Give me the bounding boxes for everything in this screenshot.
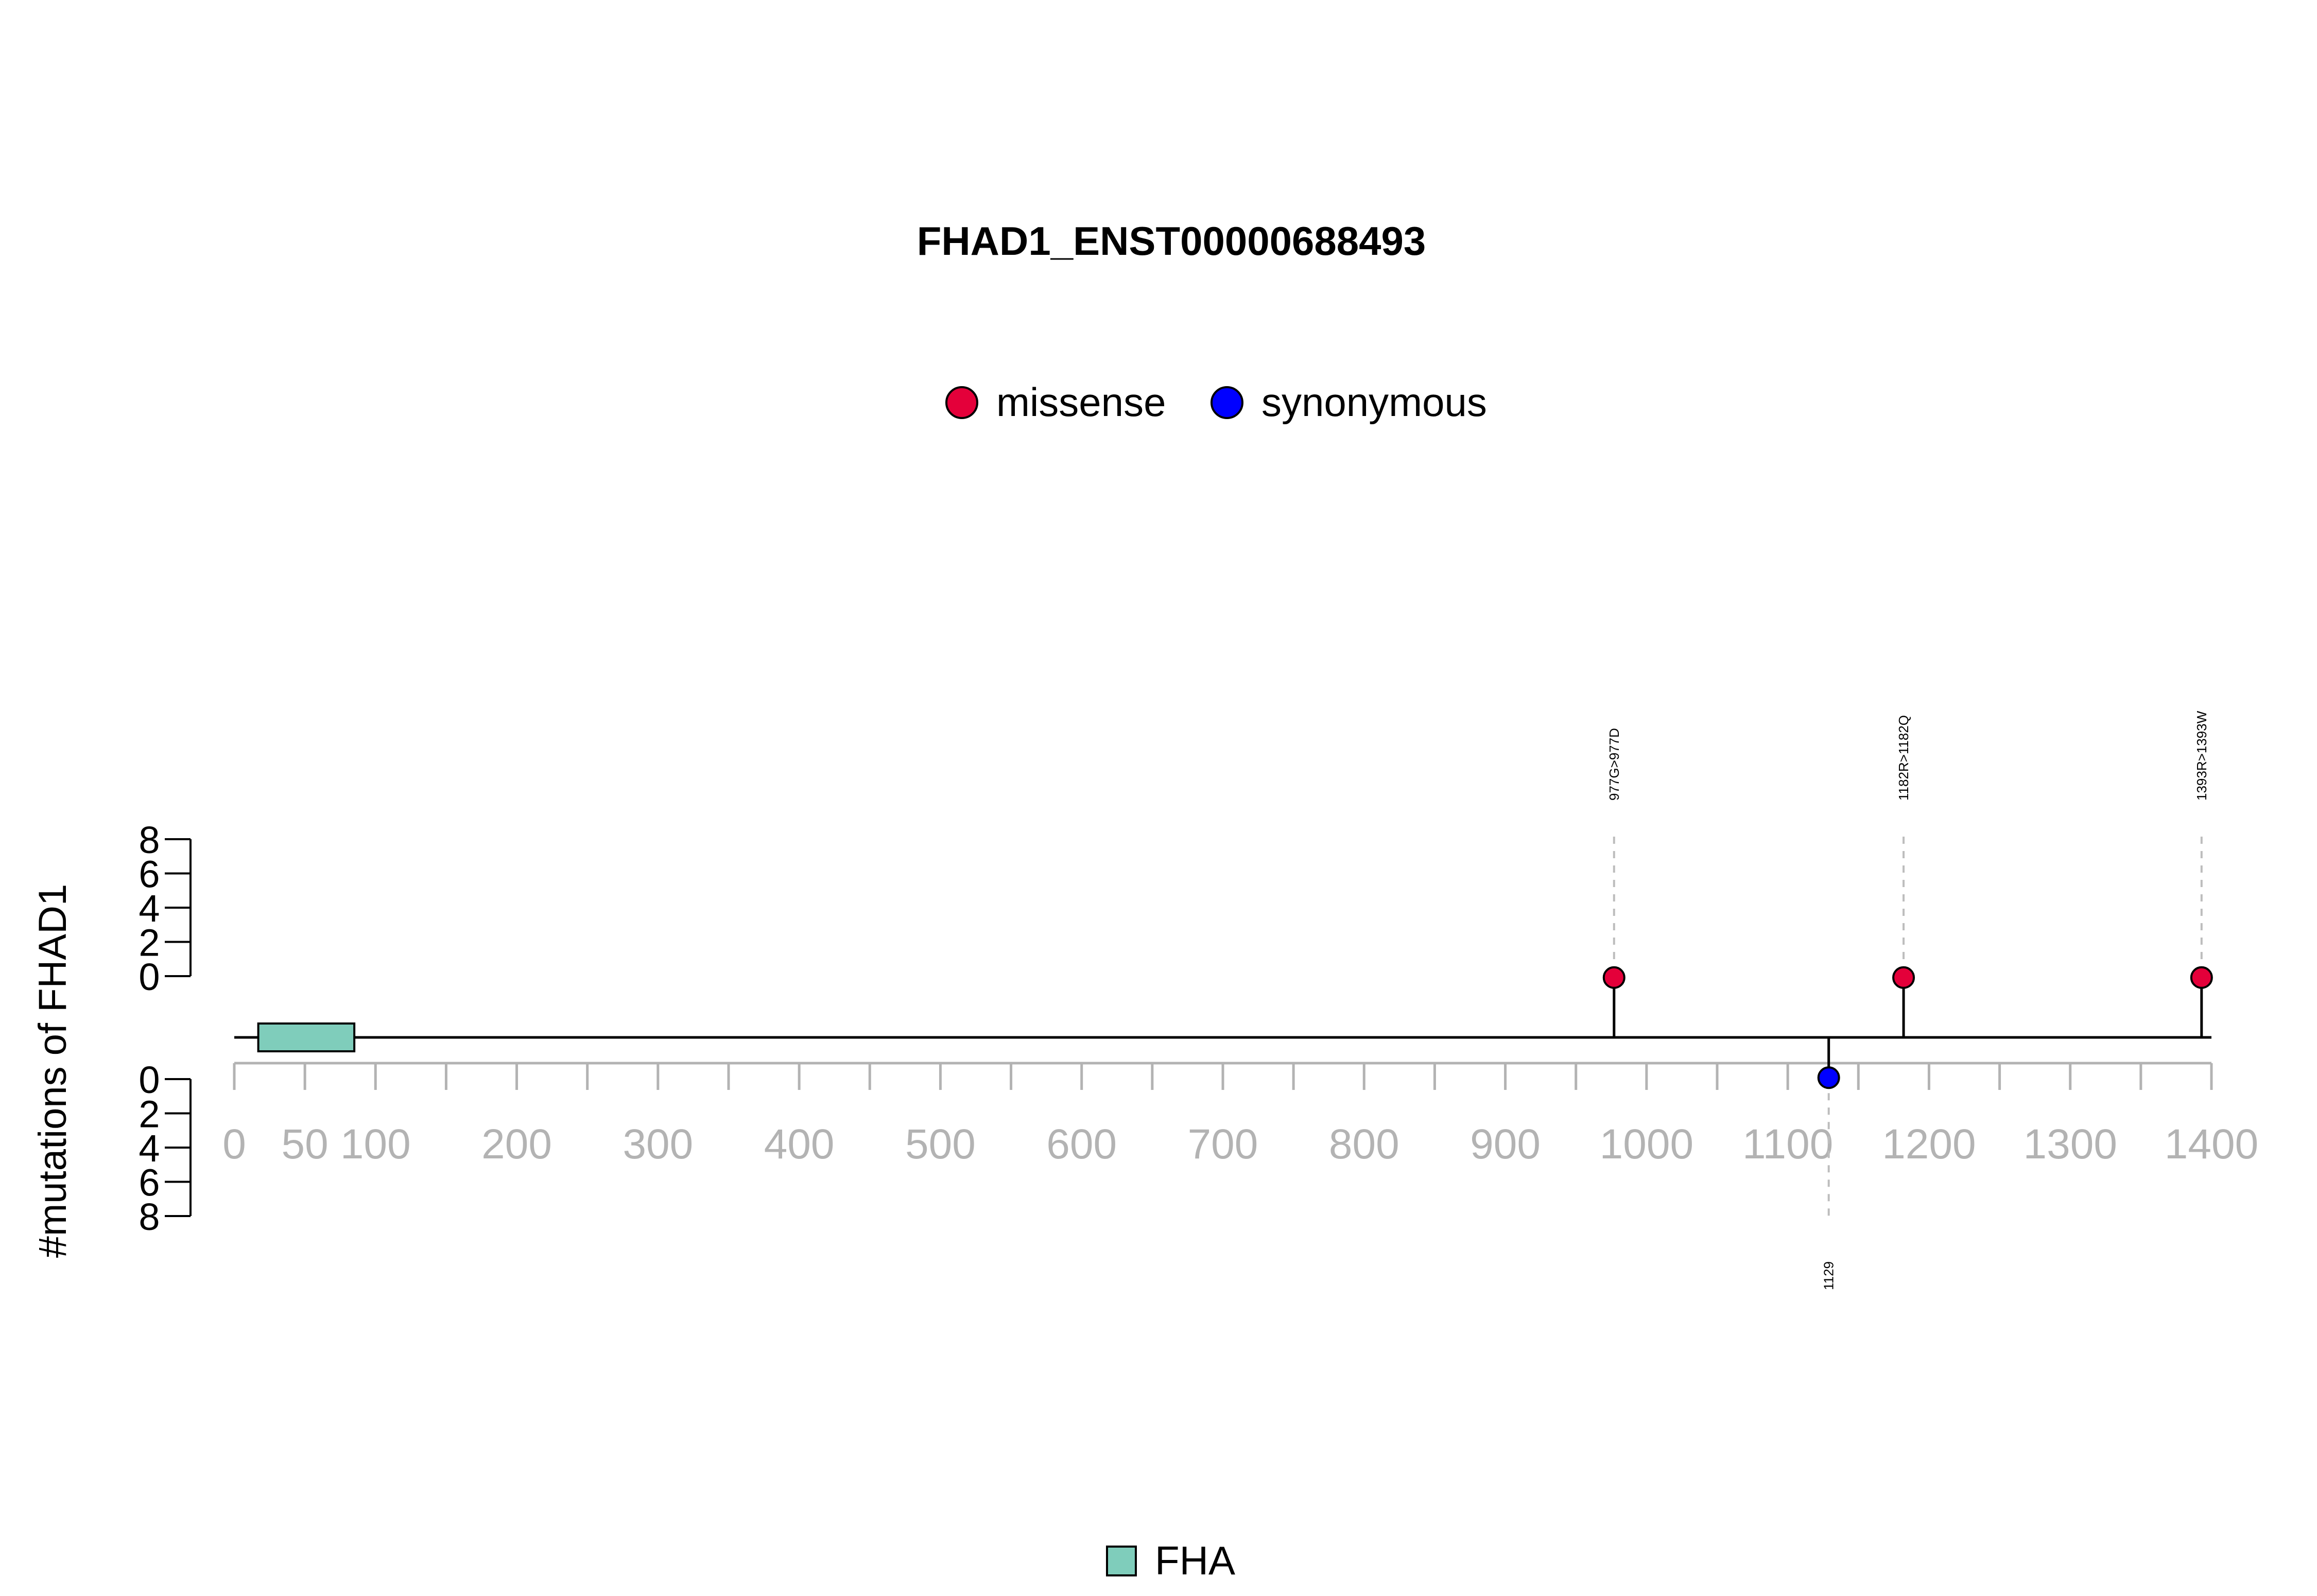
x-tick-label-1400: 1400 (2165, 1121, 2258, 1168)
y-tick-label-upper-6: 6 (139, 853, 160, 896)
mutation-1182: 1182R>1182Q (1892, 715, 1915, 1037)
y-tick-label-upper-0: 0 (139, 956, 160, 998)
chart-title: FHAD1_ENST00000688493 (917, 218, 1426, 264)
x-tick-label-300: 300 (623, 1121, 693, 1168)
x-tick-label-800: 800 (1329, 1121, 1399, 1168)
x-tick-label-100: 100 (340, 1121, 411, 1168)
mutation-point-1393 (2190, 966, 2213, 989)
x-tick-label-1000: 1000 (1600, 1121, 1693, 1168)
x-axis: 0 50 100 200 300 400 500 600 700 800 900 1000 1100 12… (222, 1062, 2258, 1168)
protein-domains (257, 1022, 356, 1052)
x-tick-label-1300: 1300 (2024, 1121, 2117, 1168)
mutation-point-1182 (1892, 966, 1915, 989)
mutation-type-legend: missense synonymous (945, 379, 1487, 425)
y-tick-label-lower-8: 8 (139, 1195, 160, 1238)
y-tick-label-upper-2: 2 (139, 922, 160, 964)
y-axis-label: #mutations of FHAD1 (31, 884, 75, 1258)
x-tick-label-700: 700 (1188, 1121, 1258, 1168)
mutation-label-1182: 1182R>1182Q (1896, 715, 1911, 801)
x-tick-label-500: 500 (905, 1121, 976, 1168)
y-tick-label-lower-6: 6 (139, 1161, 160, 1204)
legend-label-synonymous: synonymous (1261, 379, 1487, 425)
mutation-1393: 1393R>1393W (2190, 710, 2213, 1037)
y-tick-label-upper-4: 4 (139, 887, 160, 930)
x-tick-label-600: 600 (1046, 1121, 1117, 1168)
x-tick-label-0: 0 (222, 1121, 246, 1168)
domain-legend-label-FHA: FHA (1155, 1538, 1235, 1583)
mutation-label-1393: 1393R>1393W (2194, 710, 2209, 801)
x-tick-label-50: 50 (282, 1121, 328, 1168)
domain-legend-swatch-FHA (1106, 1546, 1137, 1576)
mutation-label-977: 977G>977D (1606, 728, 1622, 801)
y-tick-label-lower-4: 4 (139, 1127, 160, 1170)
legend-label-missense: missense (996, 379, 1166, 425)
mutation-point-1129 (1817, 1066, 1840, 1089)
mutation-lollipops: 977G>977D 1182R>1182Q 1393R>1393W 1129 (1602, 710, 2213, 1290)
legend-swatch-synonymous (1211, 386, 1243, 419)
x-tick-label-1200: 1200 (1882, 1121, 1976, 1168)
mutation-label-1129: 1129 (1821, 1261, 1837, 1290)
mutation-1129: 1129 (1817, 1037, 1840, 1290)
mutation-point-977 (1602, 966, 1626, 989)
legend-swatch-missense (945, 386, 978, 419)
domain-FHA (257, 1022, 356, 1052)
x-tick-label-200: 200 (481, 1121, 552, 1168)
y-tick-label-lower-0: 0 (139, 1059, 160, 1101)
y-tick-label-lower-2: 2 (139, 1093, 160, 1136)
x-tick-label-400: 400 (764, 1121, 835, 1168)
x-tick-label-900: 900 (1470, 1121, 1541, 1168)
x-tick-label-1100: 1100 (1742, 1121, 1833, 1168)
mutation-977: 977G>977D (1602, 728, 1626, 1037)
y-tick-label-upper-8: 8 (139, 819, 160, 861)
domain-legend: FHA (1106, 1538, 1235, 1583)
